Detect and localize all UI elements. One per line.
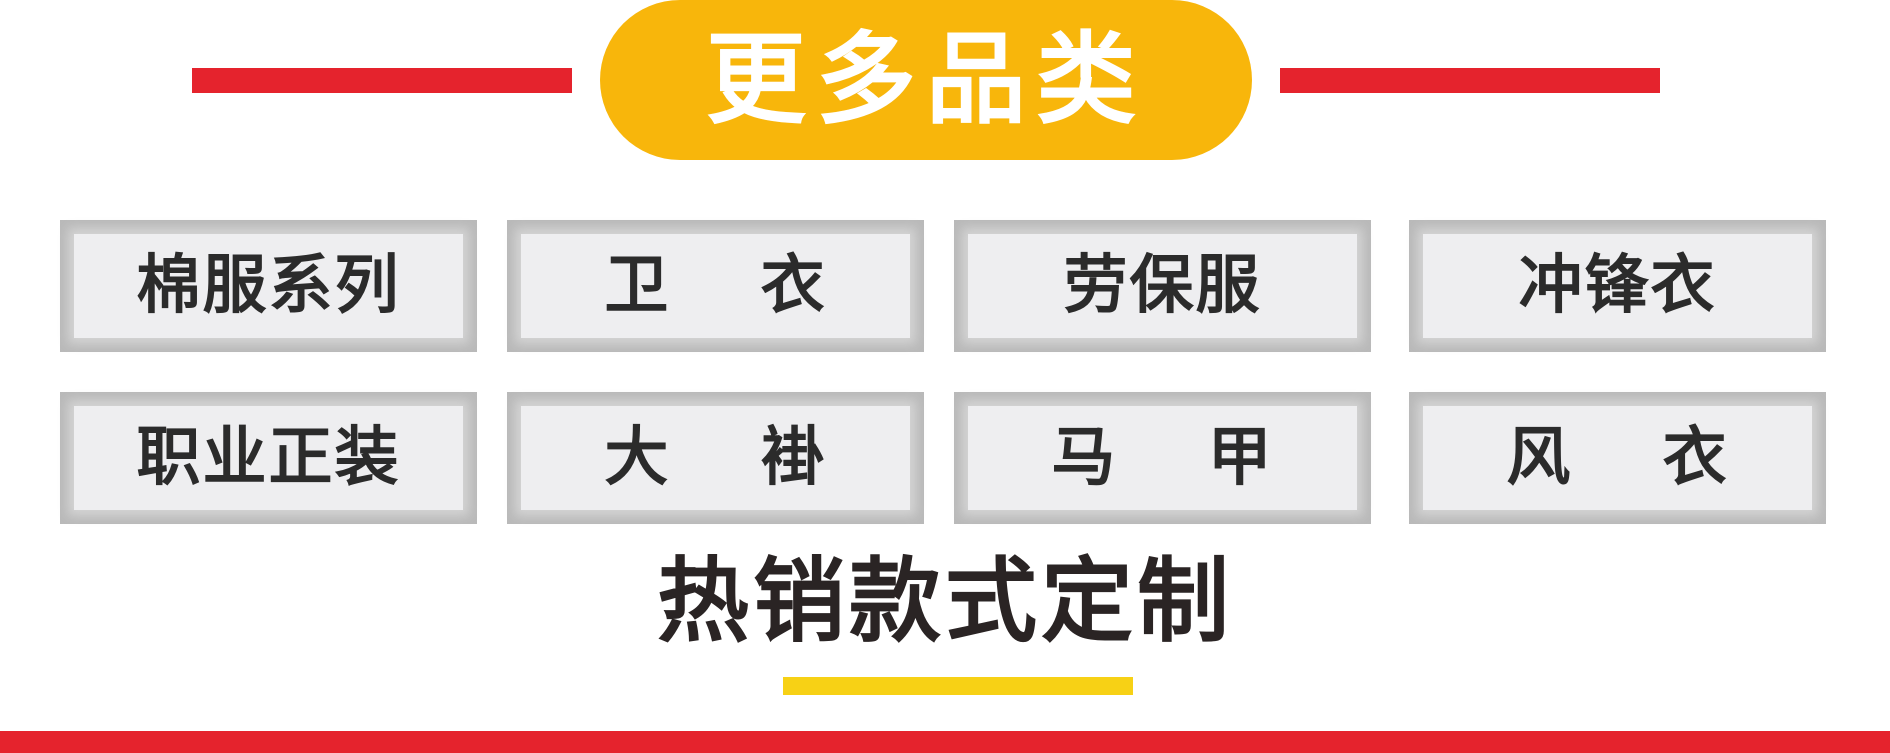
category-label: 大 褂 <box>604 421 827 495</box>
category-tile-8[interactable]: 风 衣 <box>1409 392 1826 524</box>
category-label: 风 衣 <box>1506 421 1729 495</box>
header-line-right <box>1280 68 1660 93</box>
category-label: 马 甲 <box>1051 421 1274 495</box>
section-subtitle: 热销款式定制 <box>656 548 1233 655</box>
category-label: 冲锋衣 <box>1518 249 1717 323</box>
title-banner: 更多品类 <box>600 0 1252 160</box>
category-tile-6[interactable]: 大 褂 <box>507 392 924 524</box>
category-tile-3[interactable]: 劳保服 <box>954 220 1371 352</box>
category-label: 职业正装 <box>136 421 401 495</box>
subtitle-underline <box>783 677 1133 695</box>
category-tile-2[interactable]: 卫 衣 <box>507 220 924 352</box>
category-tile-5[interactable]: 职业正装 <box>60 392 477 524</box>
category-tile-7[interactable]: 马 甲 <box>954 392 1371 524</box>
category-label: 卫 衣 <box>604 249 827 323</box>
category-label: 棉服系列 <box>136 249 401 323</box>
bottom-divider <box>0 731 1890 753</box>
category-tile-1[interactable]: 棉服系列 <box>60 220 477 352</box>
header-line-left <box>192 68 572 93</box>
category-label: 劳保服 <box>1063 249 1262 323</box>
page-title: 更多品类 <box>706 21 1146 138</box>
category-tile-4[interactable]: 冲锋衣 <box>1409 220 1826 352</box>
